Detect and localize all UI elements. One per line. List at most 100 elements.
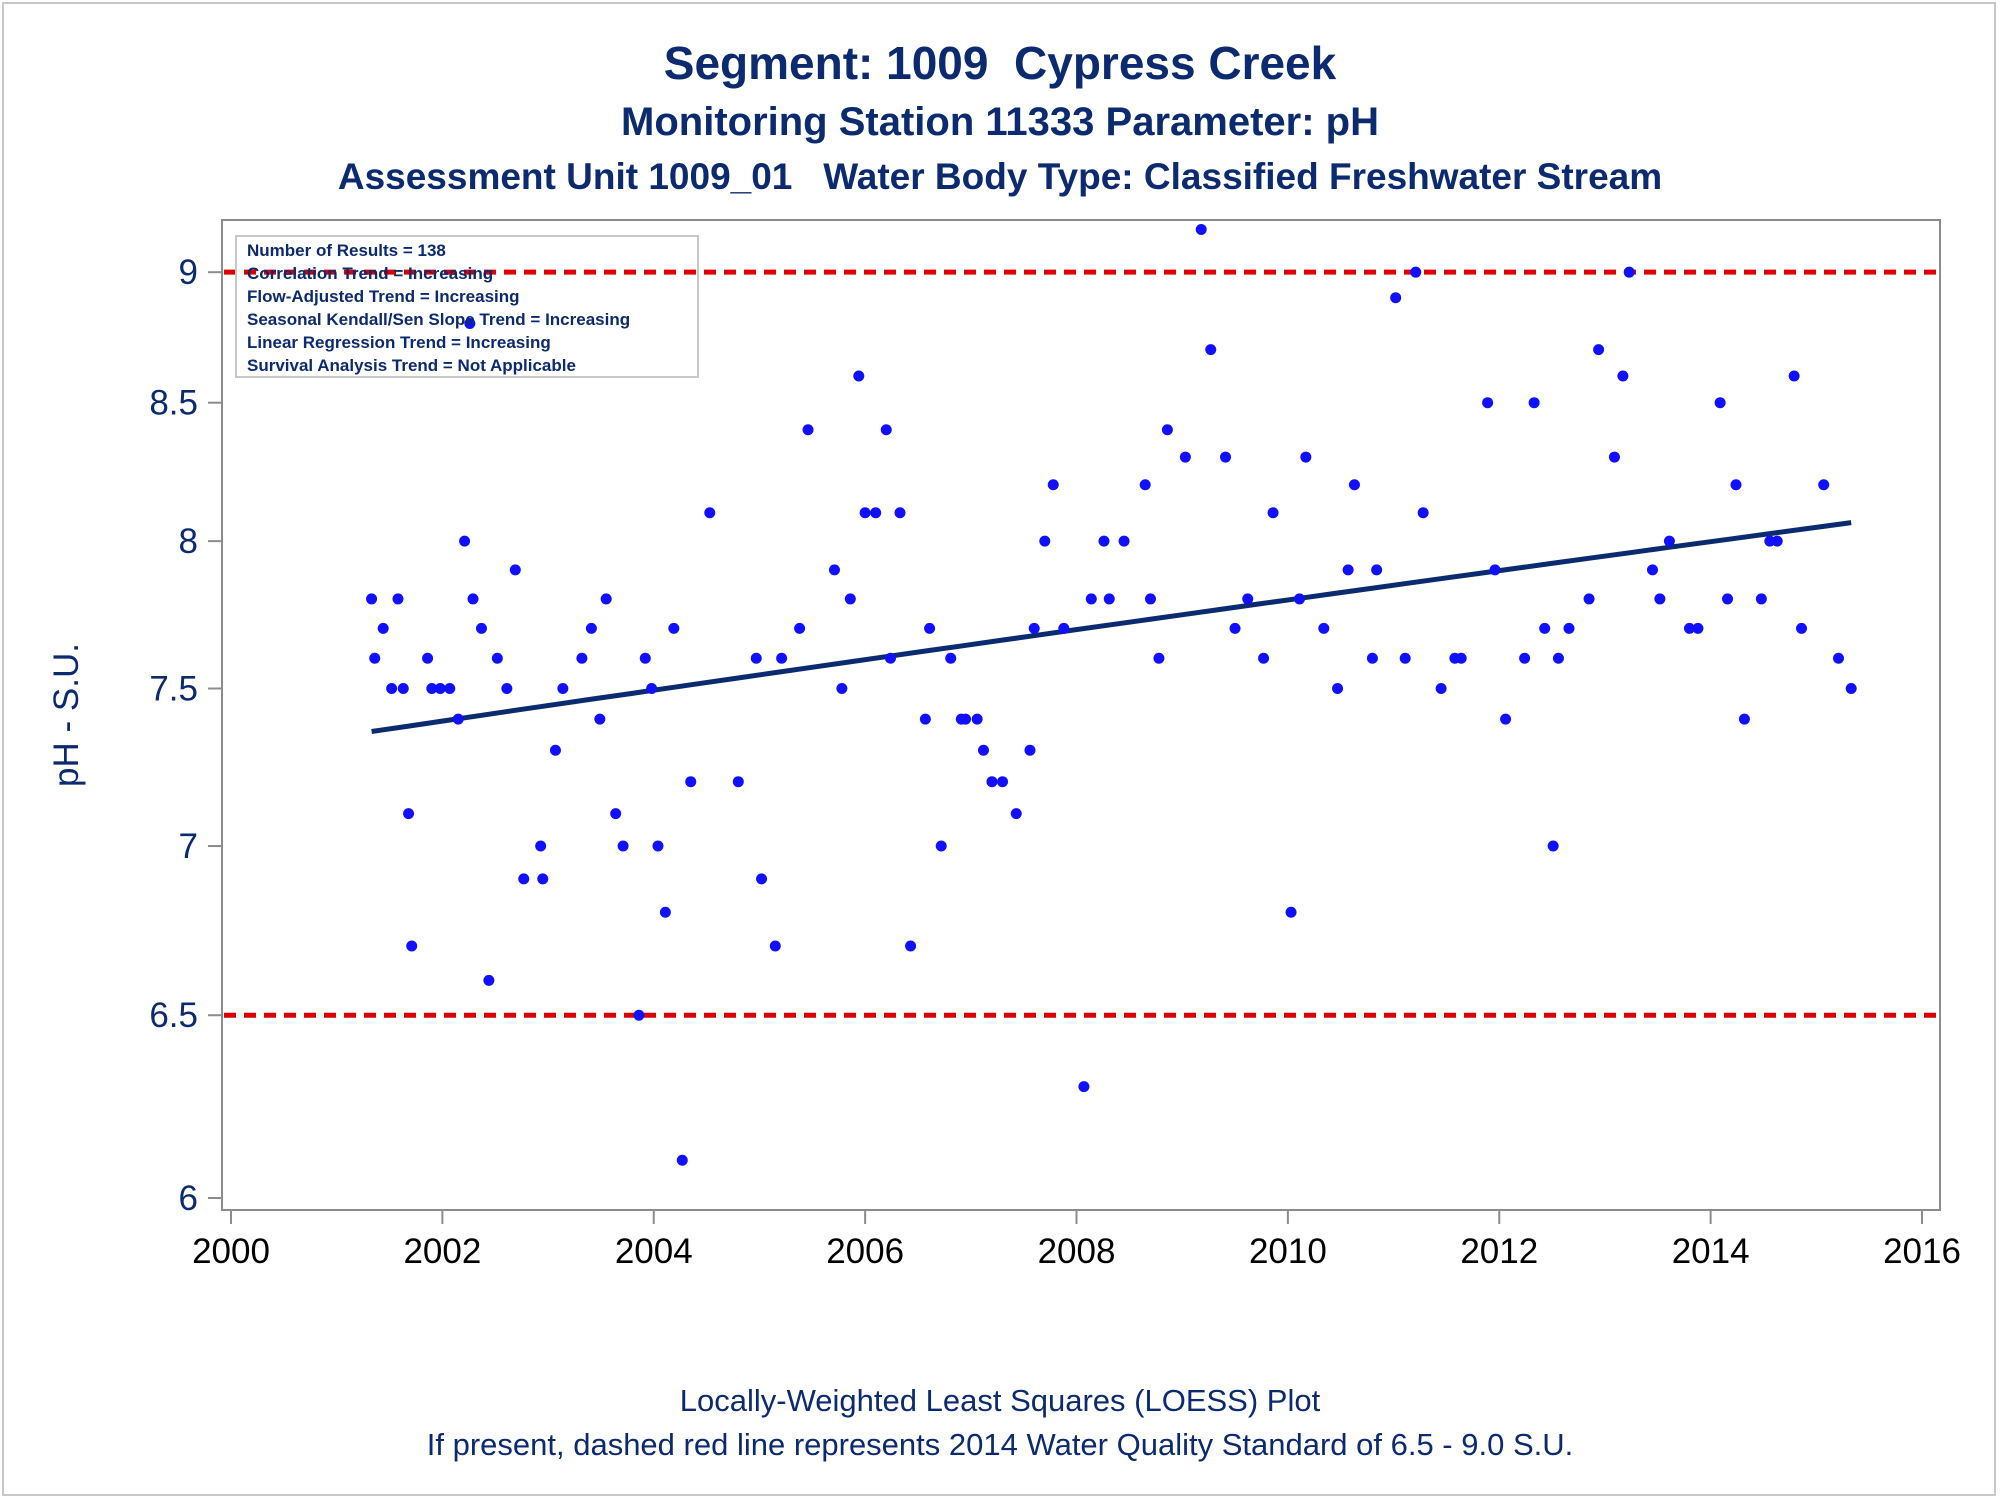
data-point [491, 652, 503, 664]
y-tick-label: 9 [179, 253, 198, 292]
data-point [659, 906, 671, 918]
data-point [1833, 652, 1845, 664]
x-tick-label: 2008 [1038, 1232, 1116, 1271]
data-point [459, 535, 471, 547]
axes: 2000 2002 2004 2006 2008 2010 2012 2014 2016 6 6.5… [149, 253, 1961, 1271]
summary-line: Flow-Adjusted Trend = Increasing [247, 287, 520, 306]
data-point [828, 564, 840, 576]
data-point [844, 593, 856, 605]
chart-subtitle-assessment: Assessment Unit 1009_01 Water Body Type:… [337, 156, 1663, 197]
data-point [366, 593, 378, 605]
data-point [1332, 682, 1344, 694]
data-point [377, 622, 389, 634]
data-point [1623, 266, 1635, 278]
data-point [1047, 479, 1059, 491]
chart-subtitle-station: Monitoring Station 11333 Parameter: pH [621, 100, 1379, 144]
data-point [1399, 652, 1411, 664]
data-point [756, 873, 768, 885]
data-point [1663, 535, 1675, 547]
data-point [397, 682, 409, 694]
data-point [1058, 622, 1070, 634]
x-tick-label: 2006 [826, 1232, 904, 1271]
data-point [1348, 479, 1360, 491]
data-point [1153, 652, 1165, 664]
data-point [1617, 370, 1629, 382]
data-point [1528, 397, 1540, 409]
data-point [802, 424, 814, 436]
data-point [836, 682, 848, 694]
data-point [1539, 622, 1551, 634]
data-point [853, 370, 865, 382]
data-point [535, 840, 547, 852]
data-point [422, 652, 434, 664]
data-point [646, 682, 658, 694]
data-point [1563, 622, 1575, 634]
x-tick-label: 2002 [403, 1232, 481, 1271]
data-point [905, 940, 917, 952]
data-point [600, 593, 612, 605]
data-point [1267, 507, 1279, 519]
data-point [585, 622, 597, 634]
data-point [1788, 370, 1800, 382]
summary-line: Correlation Trend = Increasing [247, 264, 493, 283]
x-tick-label: 2004 [615, 1232, 693, 1271]
data-point [537, 873, 549, 885]
data-point [1371, 564, 1383, 576]
data-point [794, 622, 806, 634]
summary-line: Survival Analysis Trend = Not Applicable [247, 356, 576, 375]
data-point [971, 713, 983, 725]
data-point [880, 424, 892, 436]
data-point [483, 974, 495, 986]
data-point [668, 622, 680, 634]
data-point [924, 622, 936, 634]
data-point [1714, 397, 1726, 409]
summary-line: Number of Results = 138 [247, 241, 446, 260]
data-point [1455, 652, 1467, 664]
x-tick-label: 2010 [1249, 1232, 1327, 1271]
data-point [919, 713, 931, 725]
data-point [403, 808, 415, 820]
data-point [1103, 593, 1115, 605]
data-point [884, 652, 896, 664]
data-point [1285, 906, 1297, 918]
data-point [1085, 593, 1097, 605]
trend-line-group [371, 520, 1852, 734]
data-point [1796, 622, 1808, 634]
data-point [557, 682, 569, 694]
data-point [1583, 593, 1595, 605]
x-tick-label: 2012 [1460, 1232, 1538, 1271]
data-point [1646, 564, 1658, 576]
data-point [617, 840, 629, 852]
data-point [1195, 223, 1207, 235]
data-point [369, 652, 381, 664]
data-point [1845, 682, 1857, 694]
data-point [652, 840, 664, 852]
data-point [1738, 713, 1750, 725]
x-tick-label: 2000 [192, 1232, 270, 1271]
data-point [945, 652, 957, 664]
data-point [464, 317, 476, 329]
data-point [1771, 535, 1783, 547]
data-point [518, 873, 530, 885]
data-point [576, 652, 588, 664]
data-point [1258, 652, 1270, 664]
data-point [1229, 622, 1241, 634]
data-point [1818, 479, 1830, 491]
y-tick-label: 6 [179, 1179, 198, 1218]
data-point [1098, 535, 1110, 547]
data-point [960, 713, 972, 725]
data-point [1608, 451, 1620, 463]
data-point [870, 507, 882, 519]
data-point [1435, 682, 1447, 694]
data-point [1144, 593, 1156, 605]
data-point [549, 744, 561, 756]
data-point [1552, 652, 1564, 664]
data-point [594, 713, 606, 725]
y-tick-label: 7.5 [149, 669, 198, 708]
summary-line: Linear Regression Trend = Increasing [247, 333, 551, 352]
data-point [1139, 479, 1151, 491]
data-point [859, 507, 871, 519]
data-point [1300, 451, 1312, 463]
